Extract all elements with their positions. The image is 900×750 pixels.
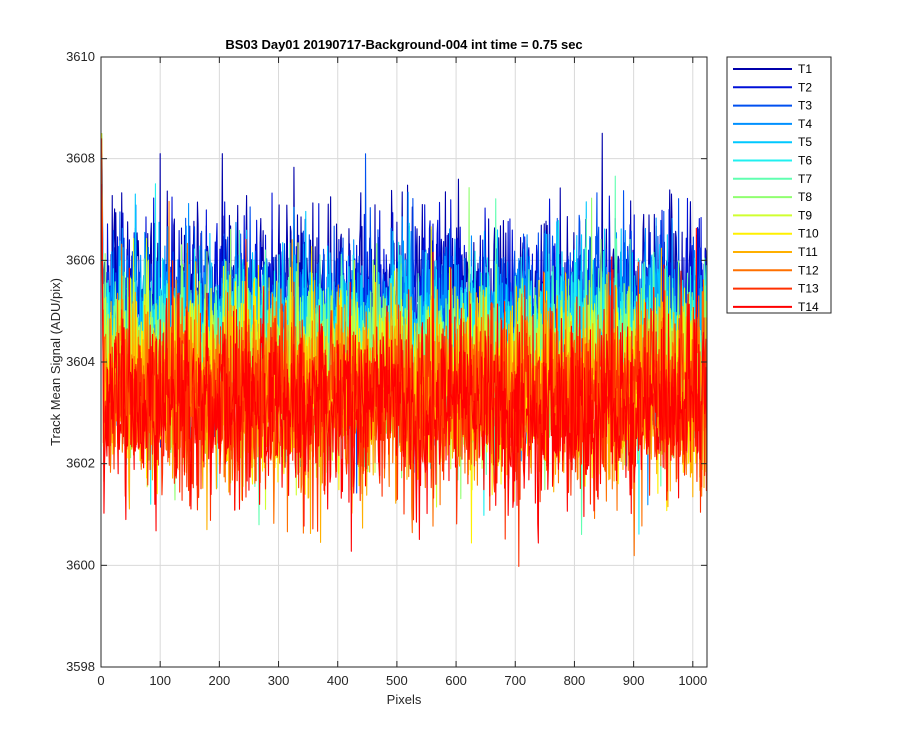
x-tick-label: 1000 (678, 673, 707, 688)
legend-entry-t6[interactable]: T6 (733, 154, 812, 168)
legend-entry-t9[interactable]: T9 (733, 208, 812, 222)
series-line-t14 (101, 184, 707, 552)
legend-entry-t11[interactable]: T11 (733, 245, 818, 259)
y-tick-label: 3600 (66, 557, 95, 572)
legend-entry-t8[interactable]: T8 (733, 190, 812, 204)
y-tick-label: 3606 (66, 252, 95, 267)
legend-label: T6 (798, 154, 812, 168)
y-tick-label: 3604 (66, 354, 95, 369)
legend-entry-t1[interactable]: T1 (733, 62, 812, 76)
legend-label: T8 (798, 190, 812, 204)
legend-entry-t5[interactable]: T5 (733, 135, 812, 149)
chart-title: BS03 Day01 20190717-Background-004 int t… (225, 37, 582, 52)
y-tick-label: 3608 (66, 151, 95, 166)
legend-entry-t13[interactable]: T13 (733, 282, 819, 296)
x-tick-label: 100 (149, 673, 171, 688)
y-axis-label: Track Mean Signal (ADU/pix) (48, 278, 63, 446)
x-tick-label: 0 (97, 673, 104, 688)
legend-label: T2 (798, 80, 812, 94)
legend-label: T14 (798, 300, 819, 314)
x-tick-label: 700 (504, 673, 526, 688)
legend-label: T5 (798, 135, 812, 149)
y-tick-label: 3598 (66, 659, 95, 674)
legend-entry-t2[interactable]: T2 (733, 80, 812, 94)
x-tick-label: 400 (327, 673, 349, 688)
legend-label: T7 (798, 172, 812, 186)
y-tick-label: 3602 (66, 456, 95, 471)
legend[interactable]: T1 T2 T3 T4 T5 T6 T7 T8 T9 T10 T11 T12 T13 T14 (726, 56, 832, 314)
legend-entry-t3[interactable]: T3 (733, 99, 812, 113)
legend-label: T3 (798, 99, 812, 113)
x-tick-label: 600 (445, 673, 467, 688)
legend-entry-t10[interactable]: T10 (733, 227, 819, 241)
x-axis-label: Pixels (387, 692, 422, 707)
legend-label: T11 (798, 245, 818, 259)
legend-label: T12 (798, 263, 819, 277)
x-tick-label: 200 (209, 673, 231, 688)
legend-label: T10 (798, 227, 819, 241)
legend-entry-t14[interactable]: T14 (733, 300, 819, 314)
legend-entry-t12[interactable]: T12 (733, 263, 819, 277)
legend-label: T4 (798, 117, 812, 131)
x-tick-label: 800 (564, 673, 586, 688)
x-tick-label: 300 (268, 673, 290, 688)
x-tick-label: 500 (386, 673, 408, 688)
series-lines (101, 132, 707, 567)
legend-items: T1 T2 T3 T4 T5 T6 T7 T8 T9 T10 T11 T12 T13 T14 (733, 62, 819, 314)
y-tick-label: 3610 (66, 49, 95, 64)
legend-label: T1 (798, 62, 812, 76)
legend-entry-t4[interactable]: T4 (733, 117, 812, 131)
legend-entry-t7[interactable]: T7 (733, 172, 812, 186)
axes: 0 100 200 300 400 500 600 700 800 900 1000 3598 3600… (66, 49, 707, 688)
legend-label: T9 (798, 208, 812, 222)
legend-label: T13 (798, 282, 819, 296)
x-tick-label: 900 (623, 673, 645, 688)
